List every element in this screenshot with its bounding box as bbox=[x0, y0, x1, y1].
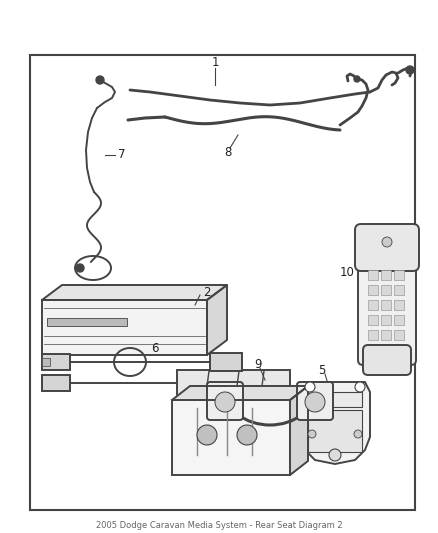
Bar bbox=[368, 285, 378, 295]
Bar bbox=[42, 300, 207, 355]
Text: 8: 8 bbox=[224, 146, 232, 158]
Bar bbox=[47, 318, 127, 326]
Text: 2: 2 bbox=[203, 287, 211, 300]
Circle shape bbox=[354, 430, 362, 438]
Bar bbox=[394, 315, 404, 325]
Bar bbox=[394, 330, 404, 340]
Bar bbox=[381, 270, 391, 280]
Bar bbox=[368, 330, 378, 340]
Polygon shape bbox=[172, 386, 308, 400]
FancyBboxPatch shape bbox=[358, 225, 416, 365]
FancyBboxPatch shape bbox=[363, 345, 411, 375]
Bar bbox=[210, 353, 242, 371]
Polygon shape bbox=[42, 285, 227, 300]
Bar bbox=[172, 400, 290, 475]
Text: 7: 7 bbox=[118, 149, 126, 161]
Circle shape bbox=[215, 392, 235, 412]
Polygon shape bbox=[300, 382, 370, 464]
Polygon shape bbox=[207, 285, 227, 355]
Bar bbox=[308, 410, 362, 452]
Bar bbox=[177, 370, 290, 408]
Text: 2005 Dodge Caravan Media System - Rear Seat Diagram 2: 2005 Dodge Caravan Media System - Rear S… bbox=[95, 521, 343, 529]
Bar bbox=[394, 270, 404, 280]
Circle shape bbox=[406, 66, 414, 74]
Circle shape bbox=[76, 264, 84, 272]
FancyBboxPatch shape bbox=[355, 224, 419, 271]
Bar bbox=[381, 315, 391, 325]
Bar bbox=[308, 392, 362, 407]
Bar bbox=[42, 375, 70, 391]
Bar bbox=[42, 358, 50, 366]
Bar bbox=[368, 315, 378, 325]
Bar bbox=[368, 300, 378, 310]
Bar bbox=[381, 285, 391, 295]
Text: 6: 6 bbox=[151, 342, 159, 354]
Text: 3: 3 bbox=[233, 384, 240, 397]
Bar bbox=[368, 270, 378, 280]
Circle shape bbox=[305, 382, 315, 392]
Bar bbox=[30, 55, 415, 510]
Text: 5: 5 bbox=[318, 364, 326, 376]
Bar bbox=[381, 330, 391, 340]
FancyBboxPatch shape bbox=[207, 382, 243, 420]
Text: 9: 9 bbox=[254, 358, 262, 370]
Text: 1: 1 bbox=[211, 56, 219, 69]
FancyBboxPatch shape bbox=[297, 382, 333, 420]
Circle shape bbox=[329, 449, 341, 461]
Circle shape bbox=[305, 392, 325, 412]
Text: 10: 10 bbox=[340, 266, 355, 279]
Circle shape bbox=[382, 237, 392, 247]
Circle shape bbox=[355, 382, 365, 392]
Circle shape bbox=[96, 76, 104, 84]
Circle shape bbox=[197, 425, 217, 445]
Polygon shape bbox=[290, 386, 308, 475]
Bar bbox=[394, 285, 404, 295]
Bar bbox=[381, 300, 391, 310]
Bar bbox=[42, 354, 70, 370]
Circle shape bbox=[308, 430, 316, 438]
Circle shape bbox=[354, 76, 360, 82]
Bar bbox=[394, 300, 404, 310]
Circle shape bbox=[237, 425, 257, 445]
